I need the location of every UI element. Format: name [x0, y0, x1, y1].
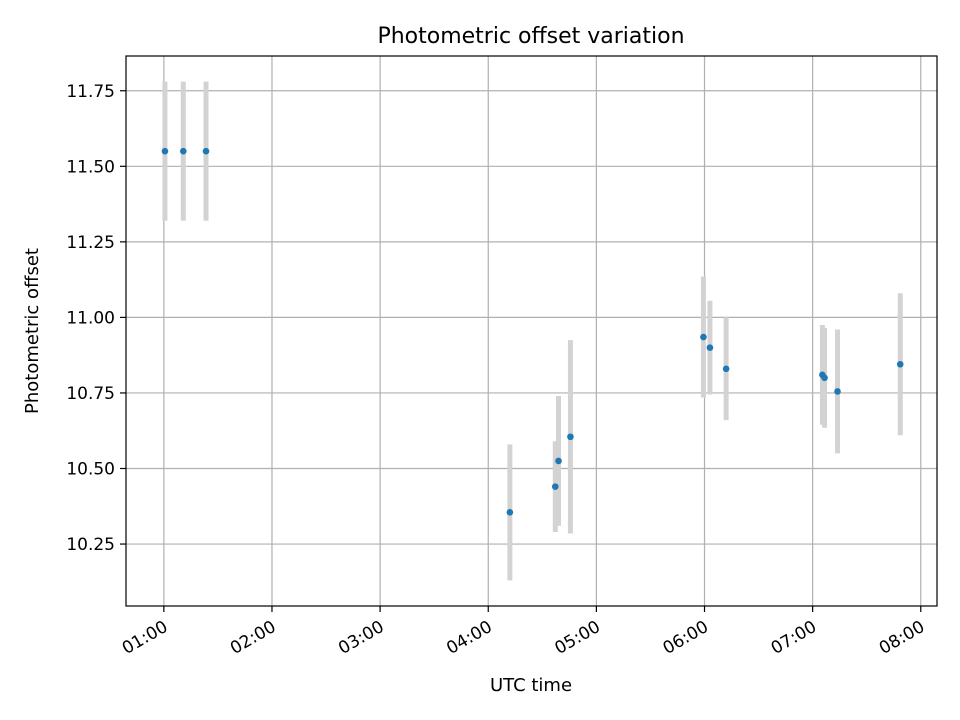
- y-tick-label: 10.50: [66, 460, 115, 480]
- data-point: [821, 374, 828, 382]
- y-tick-label: 10.75: [66, 384, 115, 404]
- y-axis-label: Photometric offset: [22, 248, 43, 414]
- data-point: [722, 365, 730, 373]
- y-tick-label: 11.50: [66, 157, 115, 177]
- data-point: [896, 360, 904, 368]
- y-tick-label: 11.75: [66, 82, 115, 102]
- plot-frame: [125, 55, 938, 607]
- data-point: [202, 147, 210, 155]
- data-point: [551, 483, 559, 490]
- chart-title: Photometric offset variation: [377, 24, 684, 49]
- data-point: [506, 509, 514, 516]
- data-point: [706, 344, 714, 351]
- x-axis-label: UTC time: [490, 675, 572, 696]
- data-point: [700, 333, 707, 341]
- data-point: [180, 147, 187, 155]
- data-point: [834, 388, 841, 395]
- data-point: [555, 457, 562, 465]
- y-tick-label: 11.25: [66, 233, 115, 253]
- y-tick-label: 10.25: [66, 535, 115, 555]
- data-point: [567, 433, 574, 441]
- y-tick-label: 11.00: [66, 308, 115, 328]
- data-point: [161, 147, 169, 155]
- data-points: [161, 147, 904, 516]
